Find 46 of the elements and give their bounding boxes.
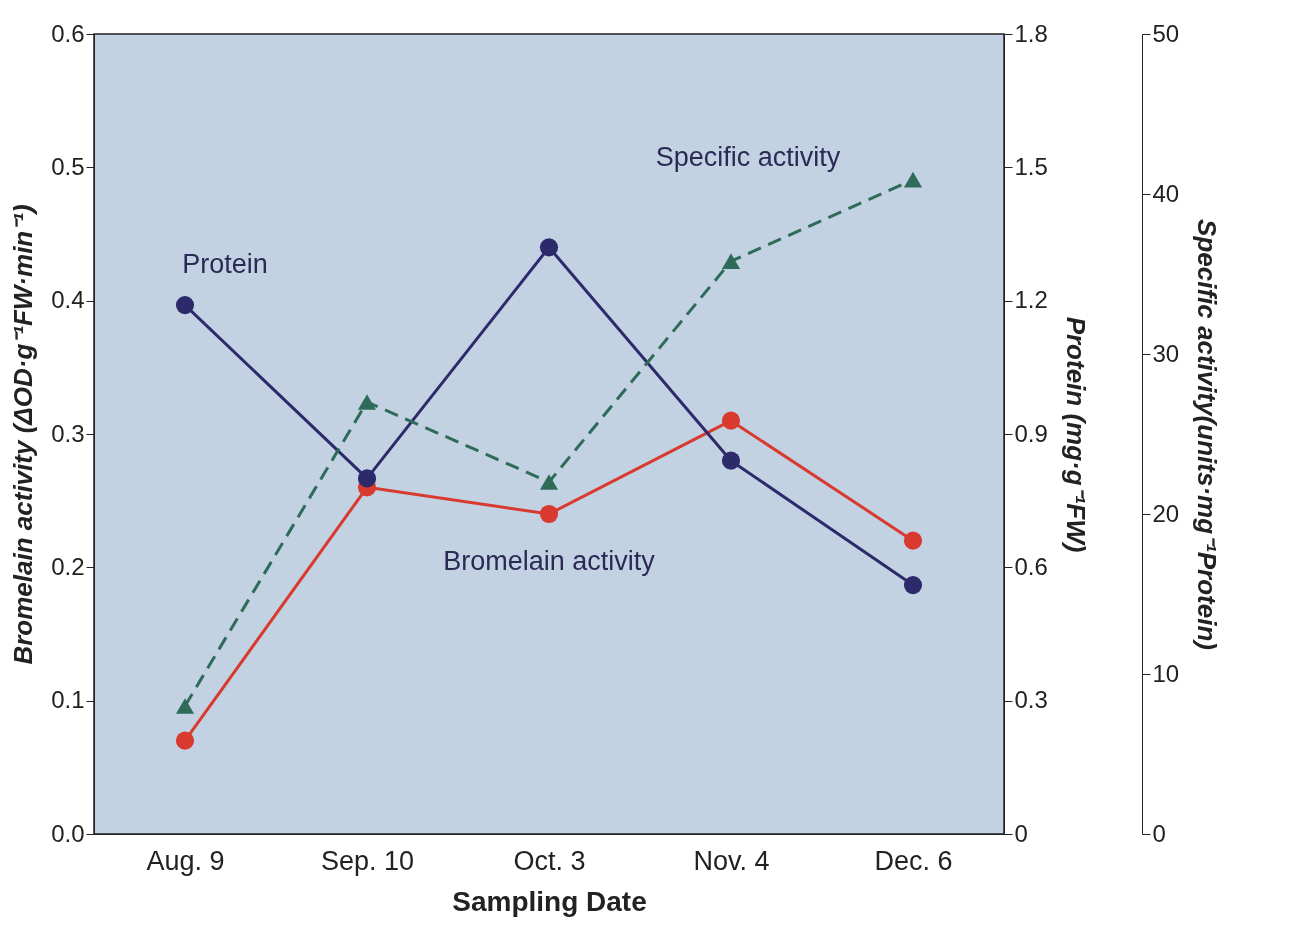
y2-tick-label: 1.8 [1014, 19, 1048, 47]
y2-tick-label: 1.5 [1014, 152, 1048, 180]
y3-axis-title: Specific activity(units·mg⁻¹Protein) [1192, 219, 1223, 650]
point [175, 698, 195, 714]
series-label: Specific activity [655, 141, 841, 172]
y3-tick-label: 0 [1152, 819, 1166, 847]
y-tick-label: 0.5 [51, 152, 85, 180]
x-tick-label: Dec. 6 [874, 845, 953, 876]
point [357, 469, 377, 488]
y3-tick-label: 40 [1152, 179, 1180, 207]
point [175, 731, 195, 750]
point [539, 474, 559, 490]
y2-tick-label: 0.9 [1014, 419, 1048, 447]
point [175, 296, 195, 315]
point [721, 253, 741, 270]
y3-tick-label: 50 [1152, 19, 1180, 47]
point [903, 576, 923, 595]
y3-tick-label: 30 [1152, 339, 1180, 367]
y-axis-title: Bromelain activity (ΔOD·g⁻¹FW·min⁻¹) [8, 204, 39, 665]
x-tick-label: Sep. 10 [320, 845, 415, 876]
point [539, 238, 559, 257]
y2-tick-label: 0 [1014, 819, 1028, 847]
y-tick-label: 0.2 [51, 552, 85, 580]
y2-tick-label: 0.6 [1014, 552, 1048, 580]
y2-tick-label: 1.2 [1014, 286, 1048, 314]
x-tick-label: Aug. 9 [146, 845, 225, 876]
y-tick-label: 0.4 [51, 286, 85, 314]
y-tick-label: 0.6 [51, 19, 85, 47]
point [357, 394, 377, 410]
point [721, 411, 741, 430]
point [721, 451, 741, 470]
point [903, 171, 923, 188]
x-tick-label: Oct. 3 [513, 845, 586, 876]
y2-axis-title: Protein (mg·g⁻¹FW) [1060, 316, 1091, 553]
y-tick-label: 0.3 [51, 419, 85, 447]
point [903, 531, 923, 550]
y3-tick-label: 10 [1152, 659, 1180, 687]
series-label: Bromelain activity [443, 546, 656, 576]
series-label: Protein [182, 249, 268, 280]
y-tick-label: 0.1 [51, 686, 85, 714]
x-tick-label: Nov. 4 [693, 845, 770, 876]
y-tick-label: 0.0 [51, 819, 85, 847]
y2-tick-label: 0.3 [1014, 686, 1048, 714]
point [539, 504, 559, 524]
x-axis-title: Sampling Date [452, 885, 647, 917]
y3-tick-label: 20 [1152, 499, 1180, 527]
